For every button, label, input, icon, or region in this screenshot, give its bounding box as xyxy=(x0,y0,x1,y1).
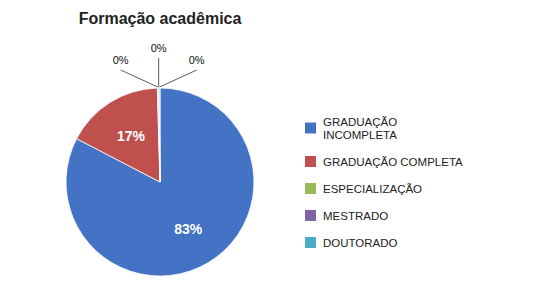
leader-line xyxy=(158,58,159,87)
pie-slice xyxy=(77,88,160,182)
leader-line xyxy=(121,70,158,87)
legend-label: MESTRADO xyxy=(323,210,388,222)
legend-label: GRADUAÇÃO COMPLETA xyxy=(323,156,463,168)
legend-label: GRADUAÇÃOINCOMPLETA xyxy=(323,116,397,141)
leader-line xyxy=(160,70,197,87)
legend-swatch xyxy=(305,183,316,194)
pie-slice xyxy=(66,88,254,276)
data-label: 0% xyxy=(151,42,167,54)
data-label: 17% xyxy=(117,128,146,144)
legend-label: ESPECIALIZAÇÃO xyxy=(323,183,422,195)
legend-swatch xyxy=(305,123,316,134)
legend: GRADUAÇÃOINCOMPLETA GRADUAÇÃO COMPLETA ESP… xyxy=(305,116,463,249)
chart: Formação acadêmica 83% 17% 0% 0% 0% GRADUAÇÃOI… xyxy=(0,0,534,299)
pie-slice xyxy=(157,88,160,182)
legend-swatch xyxy=(305,210,316,221)
legend-label: DOUTORADO xyxy=(323,237,398,249)
legend-swatch xyxy=(305,156,316,167)
legend-swatch xyxy=(305,237,316,248)
data-label: 0% xyxy=(113,54,129,66)
pie-slice xyxy=(158,88,160,182)
pie-slice xyxy=(159,88,161,182)
title: Formação acadêmica xyxy=(79,10,242,27)
data-label: 83% xyxy=(174,221,203,237)
slices xyxy=(66,88,254,276)
data-labels: 83% 17% 0% 0% 0% xyxy=(113,42,205,237)
data-label: 0% xyxy=(189,54,205,66)
